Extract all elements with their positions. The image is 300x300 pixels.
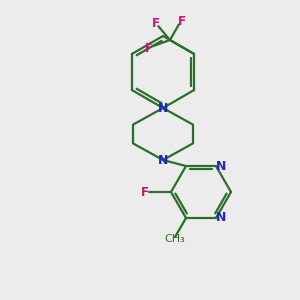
Text: F: F xyxy=(152,17,160,30)
Text: F: F xyxy=(141,185,149,199)
Text: CH₃: CH₃ xyxy=(165,234,185,244)
Text: N: N xyxy=(216,160,226,172)
Text: F: F xyxy=(145,42,153,55)
Text: N: N xyxy=(158,101,168,115)
Text: N: N xyxy=(158,154,168,166)
Text: F: F xyxy=(178,15,186,28)
Text: N: N xyxy=(216,212,226,224)
